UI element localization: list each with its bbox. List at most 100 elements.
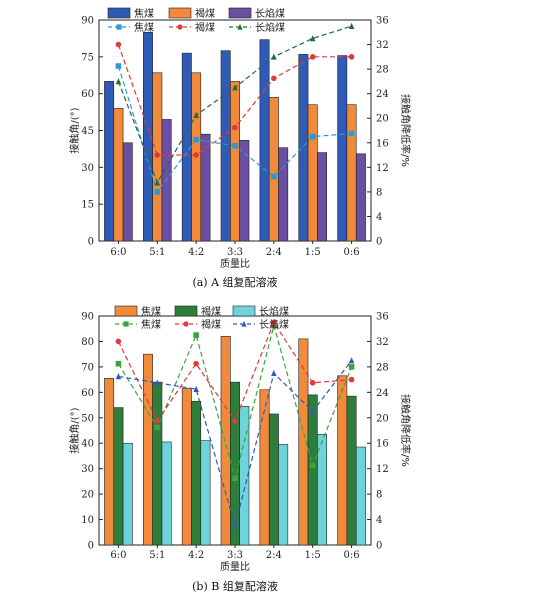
bar-3 (317, 434, 328, 546)
legend-label: 焦煤 (134, 21, 154, 34)
legend-swatch-2 (174, 305, 198, 317)
y-axis-title: 接触角/(°) (68, 107, 81, 153)
x-tick-label: 5:1 (149, 247, 165, 258)
bar-1 (220, 50, 231, 242)
line-point-3 (348, 22, 355, 29)
bar-1 (104, 81, 115, 242)
y2-tick-label: 4 (376, 515, 382, 526)
chart-a: 0 15 30 45 60 75 90 0 4 8 12 16 20 24 28 32 36 6:0 5:1 4:2 3… (68, 7, 412, 289)
bar-1 (181, 388, 192, 546)
y2-tick-label: 12 (376, 464, 389, 475)
y-tick-label: 70 (81, 362, 94, 373)
line-point-1 (154, 424, 161, 431)
y-tick-label: 90 (81, 312, 94, 323)
line-point-1 (348, 130, 355, 137)
legend-swatch-1 (114, 305, 138, 317)
line-point-3 (309, 408, 316, 415)
line-point-1 (193, 332, 199, 338)
line-point-3 (271, 369, 277, 377)
bar-1 (220, 336, 231, 546)
line-point-1 (309, 462, 316, 469)
legend-label: 长焰煤 (259, 318, 289, 331)
line-point-1 (232, 143, 238, 149)
y-tick-label: 20 (81, 490, 94, 501)
y-tick-label: 30 (81, 163, 94, 174)
y2-axis-title: 接触角降低率/% (399, 394, 412, 467)
bar-3 (355, 446, 366, 546)
bar-3 (278, 444, 289, 546)
legend-label: 焦煤 (134, 7, 154, 20)
line-point-3 (154, 179, 161, 186)
y2-tick-label: 16 (376, 439, 389, 450)
y-axis-title: 接触角/(°) (68, 407, 81, 453)
x-axis-title: 质量比 (220, 258, 250, 270)
line-point-3 (271, 53, 277, 60)
legend-label: 长焰煤 (255, 7, 285, 20)
legend-marker (241, 320, 247, 327)
bar-1 (142, 353, 153, 546)
y-tick-label: 75 (81, 52, 94, 63)
legend-swatch-3 (228, 7, 252, 19)
bar-1 (259, 389, 270, 546)
bar-1 (104, 378, 115, 546)
legend-swatch-3 (232, 305, 256, 317)
line-point-3 (193, 111, 199, 118)
legend-swatch-1 (107, 7, 131, 19)
legend-marker (177, 24, 183, 30)
y2-tick-label: 8 (376, 187, 382, 198)
y2-tick-label: 8 (376, 490, 382, 501)
y2-tick-label: 36 (376, 312, 389, 323)
legend-marker (237, 23, 243, 30)
y-tick-label: 30 (81, 464, 94, 475)
legend-marker (116, 24, 122, 30)
y2-tick-label: 32 (376, 40, 389, 51)
bar-3 (200, 133, 211, 242)
legend-label: 褐煤 (201, 318, 221, 331)
x-tick-label: 3:3 (227, 550, 243, 561)
y2-tick-label: 28 (376, 65, 389, 76)
line-point-3 (193, 385, 199, 392)
line-point-1 (271, 322, 277, 329)
y-tick-label: 90 (81, 16, 94, 27)
chart-caption: (a) A 组复配溶液 (192, 275, 277, 289)
y2-tick-label: 4 (376, 212, 382, 223)
bar-2 (152, 381, 163, 546)
line-point-2 (154, 152, 161, 158)
y-tick-label: 15 (81, 200, 94, 211)
line-point-2 (115, 41, 122, 48)
x-tick-label: 0:6 (344, 247, 360, 258)
bar-2 (230, 81, 240, 242)
line-point-2 (232, 418, 238, 424)
bar-2 (268, 413, 279, 546)
y2-tick-label: 20 (376, 413, 389, 424)
y2-tick-label: 20 (376, 114, 389, 125)
line-point-2 (115, 338, 122, 345)
line-point-3 (232, 522, 238, 529)
bar-2 (346, 395, 357, 546)
y-tick-label: 60 (81, 89, 94, 100)
y-tick-label: 60 (81, 388, 94, 399)
line-point-1 (271, 173, 277, 180)
bar-3 (122, 142, 133, 242)
x-tick-label: 2:4 (266, 247, 282, 258)
bar-3 (239, 140, 250, 242)
y2-tick-label: 24 (376, 89, 389, 100)
legend-label: 长焰煤 (259, 305, 289, 318)
bar-3 (278, 147, 289, 242)
x-tick-label: 6:0 (110, 247, 126, 258)
bar-3 (239, 406, 250, 546)
bar-1 (259, 39, 270, 242)
line-point-3 (154, 379, 161, 386)
legend-label: 焦煤 (141, 305, 161, 318)
line-point-3 (232, 84, 238, 91)
x-tick-label: 1:5 (305, 550, 321, 561)
x-tick-label: 5:1 (149, 550, 165, 561)
chart-caption: (b) B 组复配溶液 (192, 579, 278, 593)
line-point-2 (154, 418, 161, 424)
y-tick-label: 0 (88, 541, 94, 552)
line-point-3 (115, 373, 122, 380)
line-point-1 (348, 364, 355, 370)
bar-2 (113, 407, 124, 546)
x-tick-label: 2:4 (266, 550, 282, 561)
y-tick-label: 0 (88, 237, 94, 248)
